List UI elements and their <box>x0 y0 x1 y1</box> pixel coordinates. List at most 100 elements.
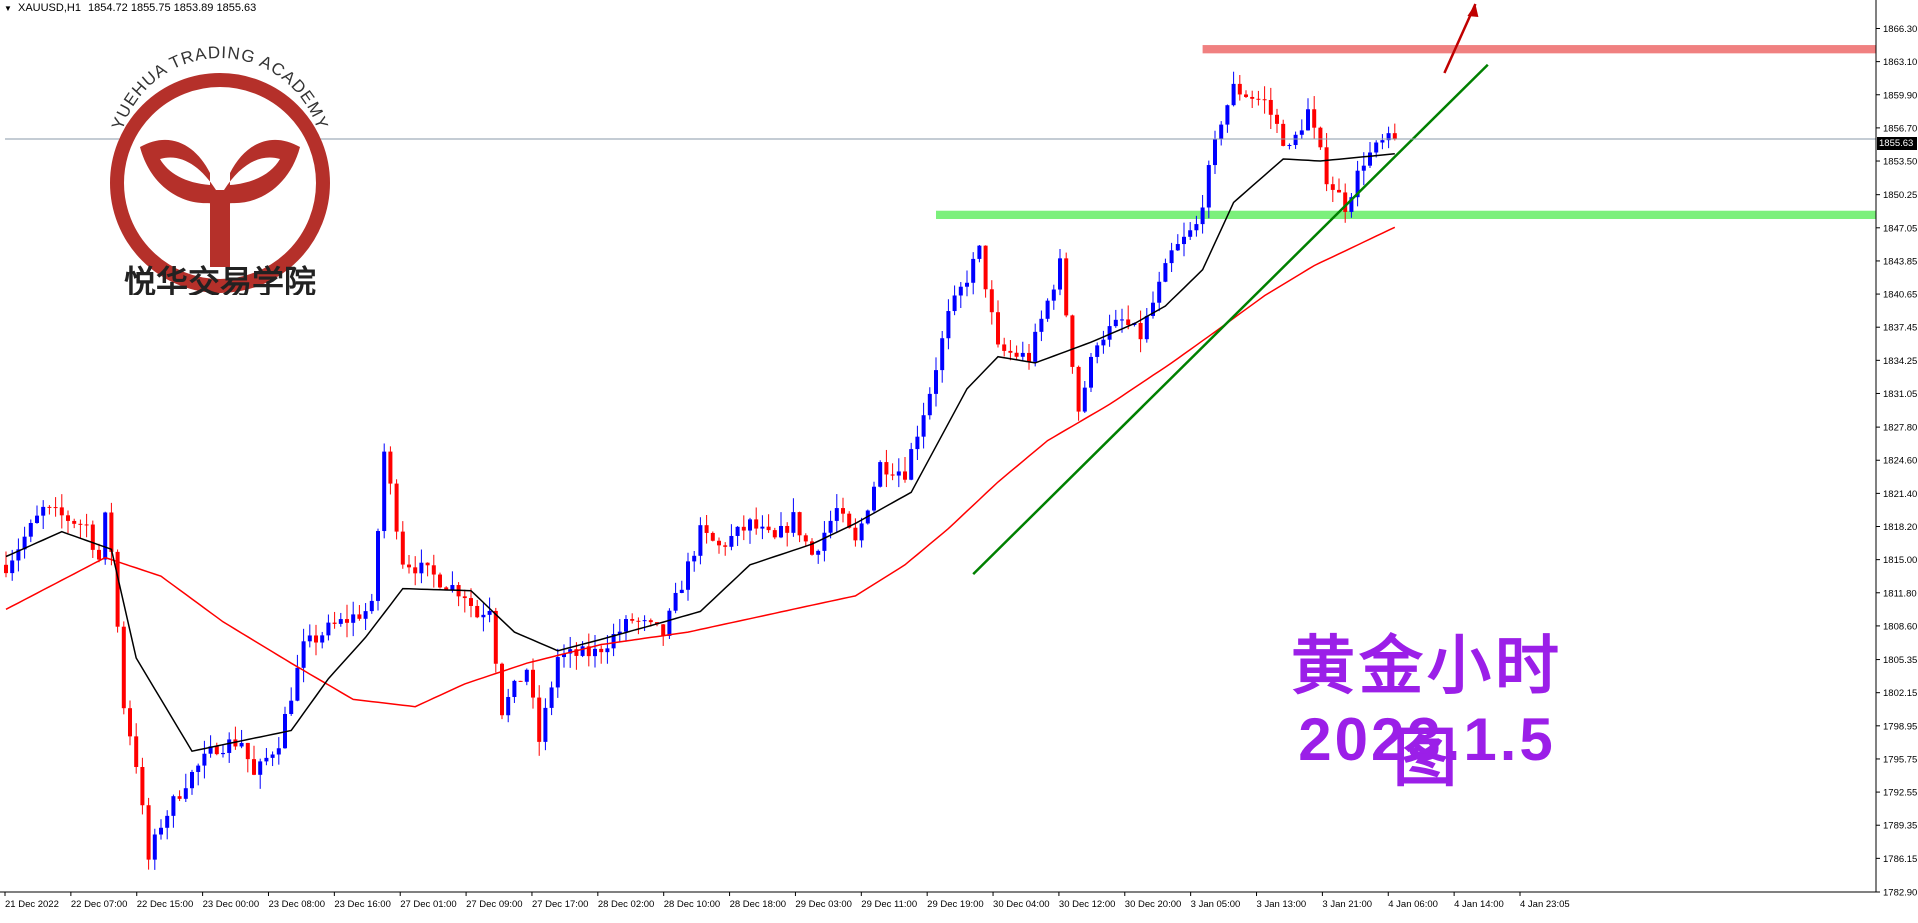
candle <box>673 582 678 614</box>
candle <box>698 517 703 565</box>
candle <box>965 270 969 297</box>
candle-body <box>78 523 83 525</box>
candle <box>481 603 486 632</box>
candle <box>989 280 994 325</box>
x-tick-label: 28 Dec 10:00 <box>664 899 721 910</box>
candle <box>710 531 715 542</box>
candle-body <box>307 635 312 642</box>
candle <box>909 442 914 481</box>
candle-body <box>531 669 535 698</box>
candle-body <box>345 619 349 623</box>
candle <box>1008 340 1013 361</box>
candle <box>524 668 529 686</box>
candle-body <box>146 805 151 860</box>
candle-body <box>1312 109 1317 128</box>
candle-body <box>698 525 703 556</box>
candle <box>1275 108 1279 133</box>
candle-body <box>1225 105 1230 125</box>
candle <box>1126 305 1131 330</box>
candle-body <box>245 742 250 760</box>
candle-body <box>338 619 343 624</box>
candle-body <box>10 560 15 574</box>
candle <box>115 549 120 633</box>
candle <box>1138 310 1143 353</box>
candle-body <box>22 536 27 550</box>
candle <box>735 526 740 546</box>
candle <box>1194 215 1199 237</box>
candle <box>872 481 876 514</box>
candle-body <box>506 696 511 716</box>
candle <box>890 463 895 481</box>
candle <box>1089 352 1093 393</box>
candle-body <box>1095 345 1100 357</box>
y-tick-label: 1827.80 <box>1883 423 1917 434</box>
candle <box>1064 252 1069 318</box>
candle <box>400 521 405 569</box>
y-tick-label: 1850.25 <box>1883 190 1917 201</box>
candle-body <box>543 707 548 742</box>
candle-body <box>394 483 399 532</box>
candle <box>1219 121 1224 146</box>
candle <box>314 624 318 656</box>
candle <box>97 543 101 563</box>
candle <box>1095 342 1100 364</box>
candle-body <box>586 646 591 657</box>
candle <box>1163 258 1168 283</box>
candle <box>258 758 263 789</box>
candle-body <box>952 295 957 312</box>
candle-body <box>996 312 1000 345</box>
y-tick-label: 1795.75 <box>1883 754 1917 765</box>
candle <box>16 538 21 572</box>
y-tick-label: 1840.65 <box>1883 290 1917 301</box>
candle-body <box>295 667 300 701</box>
candle-body <box>35 515 39 523</box>
candle-body <box>1107 326 1112 340</box>
candle <box>221 744 225 758</box>
candle-body <box>53 507 58 509</box>
candle-body <box>152 834 157 860</box>
candle-body <box>772 530 777 538</box>
candle-body <box>1361 165 1366 171</box>
candle <box>828 510 833 539</box>
candle-body <box>363 611 368 619</box>
x-tick-label: 22 Dec 07:00 <box>71 899 128 910</box>
candle-body <box>1008 350 1013 353</box>
x-tick-label: 23 Dec 00:00 <box>203 899 260 910</box>
candle <box>332 611 337 629</box>
candle <box>884 449 889 488</box>
candle-body <box>611 634 616 649</box>
candle-body <box>438 574 442 588</box>
candle <box>555 648 560 698</box>
candle-body <box>388 451 393 484</box>
candle <box>642 615 647 632</box>
x-tick-label: 30 Dec 04:00 <box>993 899 1050 910</box>
candle-body <box>1113 319 1118 327</box>
candle-body <box>1306 109 1310 131</box>
candle-body <box>1175 244 1180 251</box>
candle-body <box>642 620 647 622</box>
candle <box>537 685 542 756</box>
ohlc-values: 1854.72 1855.75 1853.89 1855.63 <box>88 2 257 14</box>
candle-body <box>4 564 8 574</box>
menu-triangle-icon[interactable]: ▼ <box>4 4 12 13</box>
candle <box>667 608 672 639</box>
candle <box>1386 126 1391 149</box>
candle <box>90 520 95 558</box>
support-zone <box>936 210 1876 220</box>
candle-body <box>1299 130 1304 135</box>
candle <box>630 613 635 624</box>
candle <box>1361 152 1366 186</box>
y-tick-label: 1786.15 <box>1883 854 1917 865</box>
candle-body <box>673 592 678 611</box>
x-tick-label: 28 Dec 02:00 <box>598 899 655 910</box>
candle <box>208 735 213 758</box>
candle <box>413 556 418 586</box>
candle-body <box>1337 189 1341 193</box>
y-tick-label: 1802.15 <box>1883 688 1917 699</box>
candle-body <box>221 752 225 755</box>
symbol-header: ▼ XAUUSD,H1 1854.72 1855.75 1853.89 1855… <box>4 2 256 14</box>
y-tick-label: 1866.30 <box>1883 24 1917 35</box>
candle-body <box>264 757 269 762</box>
candle-body <box>537 697 542 742</box>
candle-body <box>1120 319 1124 321</box>
